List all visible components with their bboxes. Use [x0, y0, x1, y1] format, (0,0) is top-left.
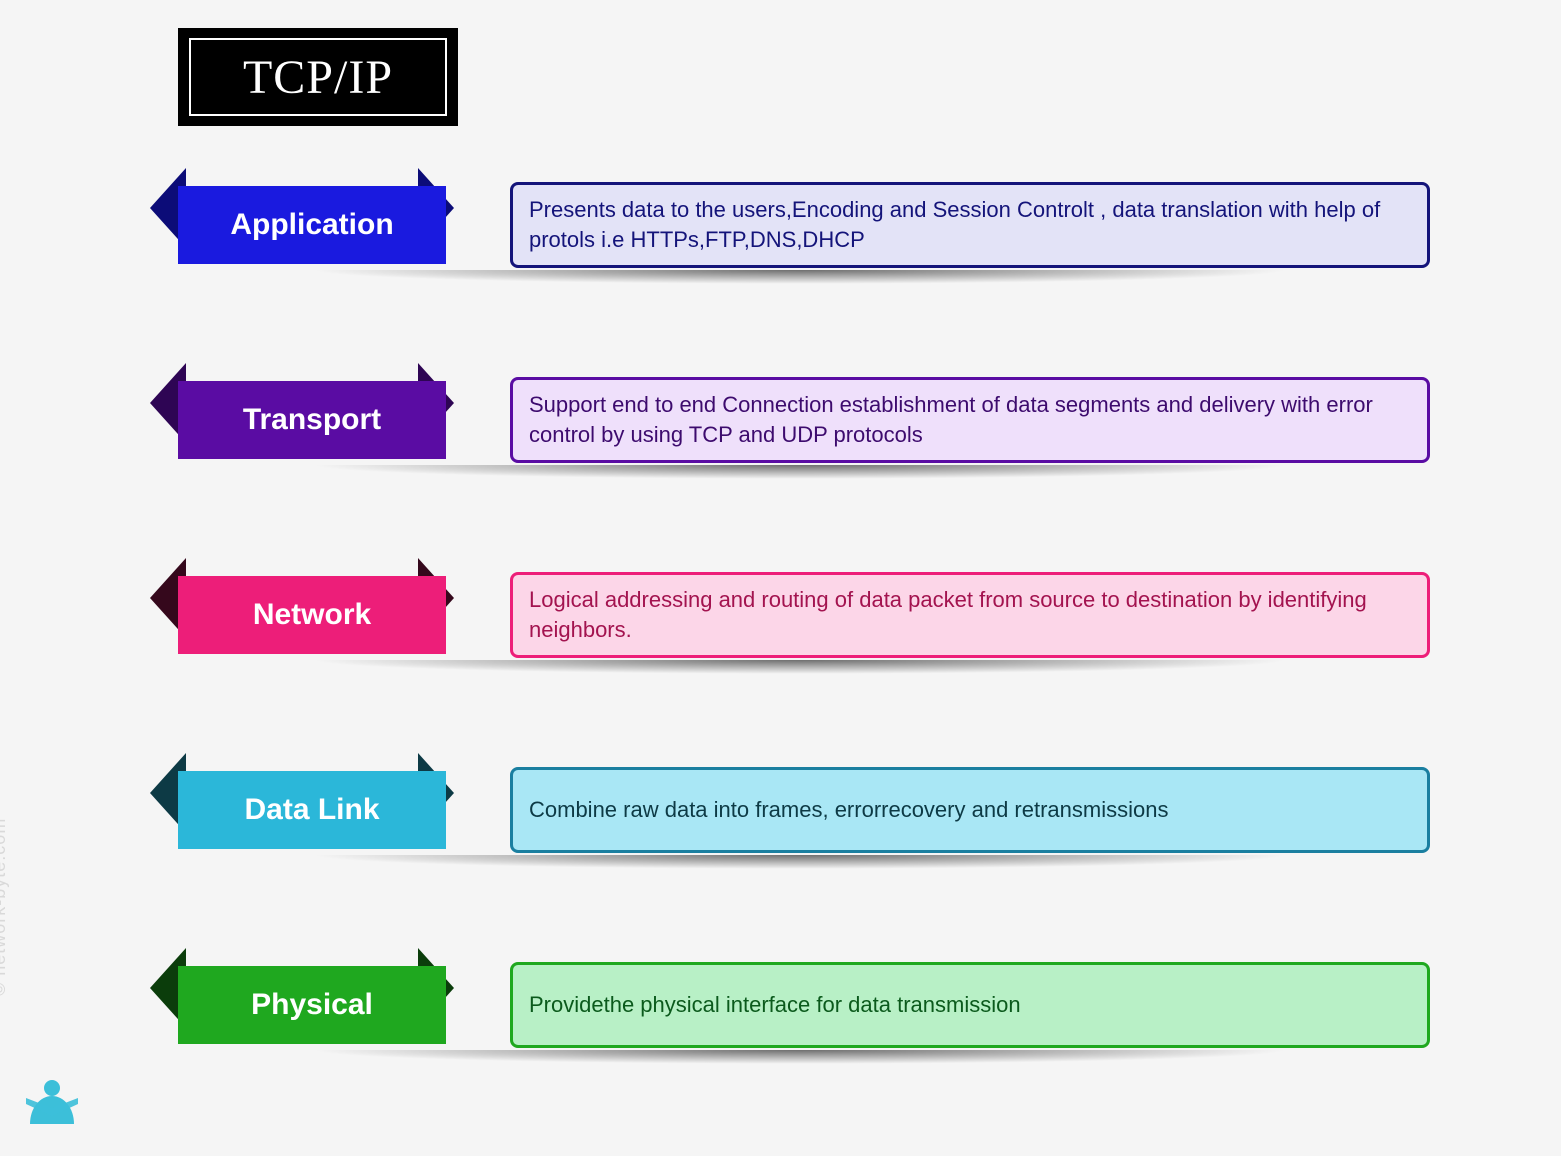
layers-container: Application Presents data to the users,E… [150, 160, 1450, 1135]
row-shadow [170, 270, 1430, 292]
person-logo-icon [22, 1074, 82, 1134]
layer-description: Presents data to the users,Encoding and … [529, 195, 1411, 254]
row-shadow [170, 855, 1430, 877]
layer-description-box: Presents data to the users,Encoding and … [510, 182, 1430, 268]
layer-row-network: Network Logical addressing and routing o… [150, 550, 1450, 680]
layer-name: Application [230, 208, 393, 242]
title-text: TCP/IP [243, 50, 393, 105]
layer-row-transport: Transport Support end to end Connection … [150, 355, 1450, 485]
layer-description-box: Providethe physical interface for data t… [510, 962, 1430, 1048]
layer-row-physical: Physical Providethe physical interface f… [150, 940, 1450, 1070]
row-shadow [170, 465, 1430, 487]
layer-ribbon: Application [178, 186, 446, 264]
row-shadow [170, 1050, 1430, 1072]
layer-description: Support end to end Connection establishm… [529, 390, 1411, 449]
layer-name: Transport [243, 403, 381, 437]
layer-description-box: Logical addressing and routing of data p… [510, 572, 1430, 658]
layer-description-box: Support end to end Connection establishm… [510, 377, 1430, 463]
row-shadow [170, 660, 1430, 682]
layer-description: Providethe physical interface for data t… [529, 990, 1021, 1020]
layer-ribbon: Network [178, 576, 446, 654]
layer-ribbon: Data Link [178, 771, 446, 849]
layer-name: Physical [251, 988, 373, 1022]
layer-description: Logical addressing and routing of data p… [529, 585, 1411, 644]
layer-row-datalink: Data Link Combine raw data into frames, … [150, 745, 1450, 875]
layer-name: Data Link [244, 793, 379, 827]
watermark-text: © network-byte.com [0, 818, 10, 996]
title-inner-frame: TCP/IP [189, 38, 447, 116]
layer-description-box: Combine raw data into frames, errorrecov… [510, 767, 1430, 853]
layer-description: Combine raw data into frames, errorrecov… [529, 795, 1168, 825]
layer-ribbon: Physical [178, 966, 446, 1044]
layer-row-application: Application Presents data to the users,E… [150, 160, 1450, 290]
title-badge: TCP/IP [178, 28, 458, 126]
layer-name: Network [253, 598, 371, 632]
layer-ribbon: Transport [178, 381, 446, 459]
